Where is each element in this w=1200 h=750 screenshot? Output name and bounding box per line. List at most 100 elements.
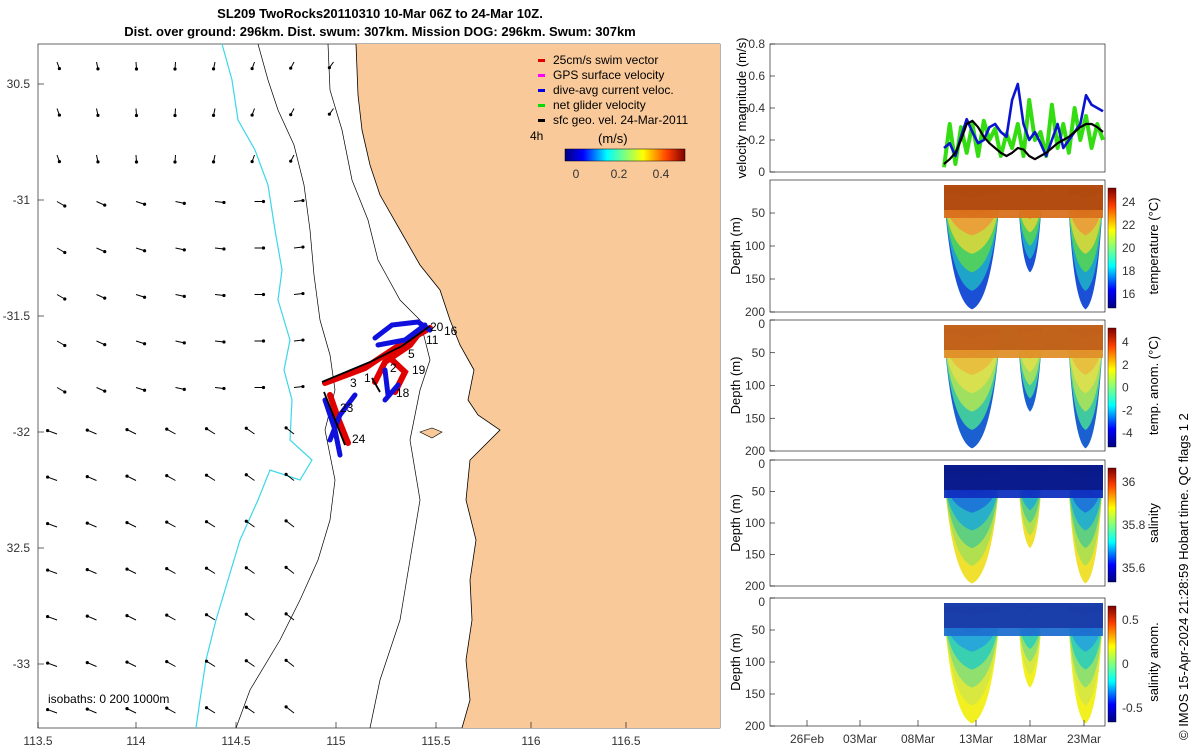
vector-arrow-head (142, 342, 147, 346)
section-ytick-label: 200 (745, 305, 765, 319)
vector-arrow (246, 567, 255, 574)
vector-arrow (246, 520, 255, 528)
track-label: 19 (412, 363, 426, 377)
vector-arrow-head (204, 706, 209, 710)
vector-arrow (47, 709, 58, 714)
vector-arrow (166, 661, 176, 667)
section-ytick-label: 50 (752, 206, 766, 220)
lon-tick-label: 115.5 (421, 734, 450, 748)
vector-arrow-head (250, 113, 254, 117)
vector-arrow (87, 429, 97, 435)
vector-arrow-head (125, 474, 129, 478)
section-colorbar (1107, 187, 1117, 309)
vector-arrow-head (103, 343, 107, 347)
section-ylabel: Depth (m) (728, 494, 743, 552)
vector-arrow (126, 708, 137, 714)
vector-arrow-head (204, 613, 209, 617)
section-panel-2: 0 50 100 150 200 Depth (m) 4 2 0 -2 -4 temp. anom. … (728, 317, 1161, 458)
track-blue (322, 319, 433, 458)
lat-tick-label: -33 (13, 657, 31, 671)
section-colorbar-tick: 16 (1122, 287, 1136, 301)
vector-arrow (285, 473, 295, 481)
vector-arrow-head (222, 386, 226, 391)
section-ylabel: Depth (m) (728, 217, 743, 275)
vector-arrow (126, 661, 137, 667)
vector-arrow (246, 613, 255, 621)
section-ylabel: Depth (m) (728, 633, 743, 691)
vector-arrow-head (165, 706, 169, 710)
vector-arrow-head (103, 389, 107, 393)
track-label: 24 (352, 432, 366, 446)
section-colorbar-tick: 35.6 (1122, 561, 1146, 575)
vector-arrow-head (125, 567, 129, 571)
vector-arrow-head (261, 246, 266, 250)
lat-tick-label: 30.5 (7, 77, 31, 91)
vector-arrow-head (211, 113, 216, 117)
colorbar-units: (m/s) (598, 131, 628, 146)
vector-arrow-head (85, 567, 89, 572)
vector-arrow-head (85, 474, 89, 479)
isobath-1000m (195, 44, 313, 728)
vector-arrow-head (301, 245, 305, 249)
vector-arrow-head (46, 521, 50, 526)
legend-label: net glider velocity (553, 98, 646, 112)
section-ytick-label: 50 (752, 485, 766, 499)
vector-arrow-head (244, 519, 248, 523)
vector-arrow-head (182, 294, 186, 298)
section-surface-layer (944, 603, 1103, 628)
credit-footer: © IMOS 15-Apr-2024 21:28:59 Hobart time.… (1176, 413, 1191, 740)
colorbar-gradient (564, 148, 686, 162)
track-label: 3 (350, 376, 357, 390)
section-colorbar-tick: 24 (1122, 195, 1136, 209)
vector-arrow-head (142, 202, 147, 206)
vector-arrow-head (182, 387, 186, 391)
vector-arrow-head (173, 113, 177, 118)
lat-tick-label: -31 (13, 193, 31, 207)
vector-arrow (47, 476, 58, 481)
track-label: 20 (430, 320, 444, 334)
vel-ytick-label: 0 (758, 165, 765, 179)
lon-tick-label: 116 (521, 734, 540, 748)
vector-arrow (47, 662, 58, 667)
isobath-0m (327, 44, 431, 728)
vector-arrow (246, 706, 255, 714)
vector-arrow-head (165, 474, 169, 478)
vector-arrow (206, 707, 216, 714)
section-colorbar-tick: -2 (1122, 403, 1133, 417)
legend-swatch (538, 119, 545, 122)
vector-arrow (126, 522, 137, 528)
section-surface-layer (944, 325, 1103, 350)
section-ytick-label: 150 (745, 411, 765, 425)
legend-label: 25cm/s swim vector (553, 53, 658, 67)
section-colorbar-tick: 22 (1122, 218, 1136, 232)
track-label: 23 (340, 401, 354, 415)
vector-arrow (285, 566, 295, 574)
vector-arrow (285, 659, 295, 667)
vel-ytick-label: 0.8 (748, 37, 765, 51)
vector-arrow-head (142, 295, 147, 299)
vector-arrow-head (284, 472, 288, 476)
vector-arrow (87, 476, 97, 481)
vector-arrow (246, 660, 255, 667)
vector-arrow-head (46, 568, 50, 572)
vector-arrow-head (165, 520, 169, 524)
vector-arrow (206, 521, 216, 528)
time-tick-label: 18Mar (1013, 732, 1047, 746)
vector-arrow (166, 428, 176, 435)
colorbar-tick: 0 (573, 167, 580, 181)
plot-title-line1: SL209 TwoRocks20110310 10-Mar 06Z to 24-… (217, 6, 543, 21)
vector-arrow-head (250, 66, 254, 71)
vector-arrow-head (46, 661, 50, 665)
section-colorbar-tick: 20 (1122, 241, 1136, 255)
vector-arrow-head (261, 292, 266, 297)
section-colorbar-label: temp. anom. (°C) (1146, 336, 1161, 435)
lat-tick-label: 32.5 (7, 541, 31, 555)
vector-arrow (246, 474, 255, 481)
vector-arrow-head (103, 203, 107, 207)
vector-arrow-head (57, 113, 61, 117)
legend-label: GPS surface velocity (553, 68, 664, 82)
vel-ytick-label: 0.6 (748, 69, 765, 83)
